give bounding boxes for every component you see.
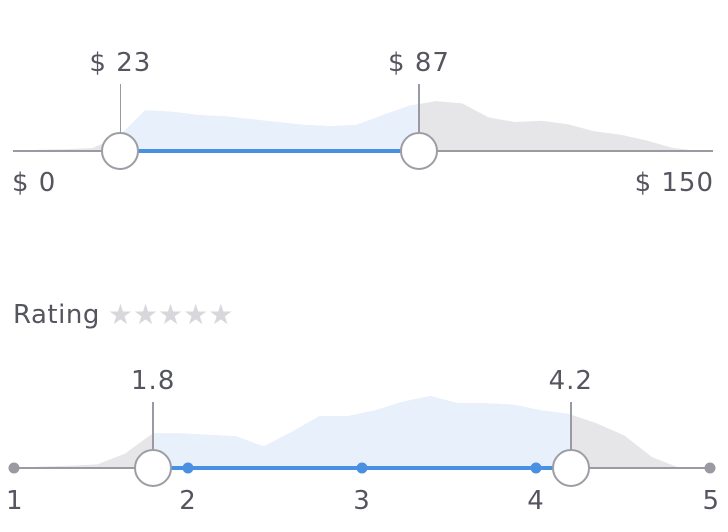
rating-distribution-chart [14,396,710,470]
rating-low-leader-line [152,402,154,450]
price-high-value-label: $ 87 [388,48,450,78]
rating-high-leader-line [570,402,572,450]
star-icon[interactable]: ★ [107,298,133,331]
price-distribution-chart [13,101,713,153]
rating-tick-dot[interactable] [704,462,716,474]
rating-range-slider: 1.8 4.2 1 2 3 4 5 [0,350,728,532]
rating-tick-label: 1 [6,486,24,516]
star-icon[interactable]: ★ [132,298,159,331]
rating-tick-label: 5 [702,486,720,516]
rating-tick-dot[interactable] [8,462,20,474]
price-range-slider: $ 23 $ 87 $ 0 $ 150 [0,0,728,230]
star-icon[interactable]: ★ [158,298,184,331]
rating-tick-dot[interactable] [356,462,368,474]
rating-header: Rating ★ ★ ★ ★ ★ [13,300,233,330]
rating-high-value-label: 4.2 [548,366,593,396]
price-low-leader-line [119,84,122,132]
rating-tick-label: 2 [179,486,197,516]
histogram-active-area [120,104,419,151]
rating-tick-dot[interactable] [530,462,542,474]
rating-tick-dot[interactable] [182,462,194,474]
rating-low-value-label: 1.8 [131,366,176,396]
price-max-handle[interactable] [400,132,438,170]
price-min-handle[interactable] [101,132,140,170]
price-min-label: $ 0 [12,168,57,198]
star-icon[interactable]: ★ [183,298,209,331]
rating-max-handle[interactable] [551,449,590,487]
rating-tick-label: 4 [527,486,545,516]
histogram-active-area [153,396,571,468]
price-low-value-label: $ 23 [89,48,152,78]
rating-title: Rating [13,300,100,330]
price-high-leader-line [418,84,420,132]
rating-min-handle[interactable] [134,449,173,487]
star-icon[interactable]: ★ [208,298,234,331]
price-max-label: $ 150 [634,168,714,198]
rating-tick-label: 3 [353,486,371,516]
